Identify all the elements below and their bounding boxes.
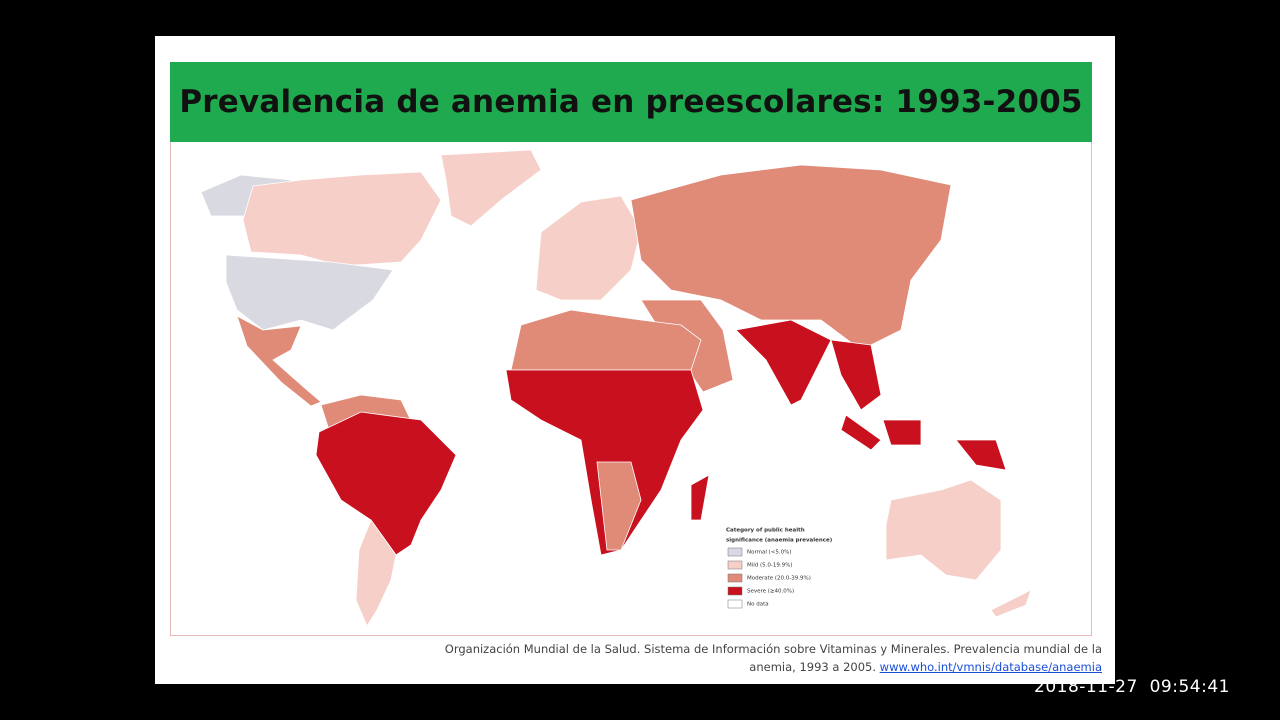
southeast-asia [830,339,882,411]
greenland [440,149,542,227]
citation: Organización Mundial de la Salud. Sistem… [342,640,1102,676]
timestamp: 2018-11-27 09:54:41 [1034,677,1230,697]
australia [885,479,1002,581]
citation-line: anemia, 1993 a 2005. www.who.int/vmnis/d… [342,658,1102,676]
map-frame: Category of public health significance (… [170,142,1092,636]
legend-swatch [727,586,743,596]
legend-swatch [727,599,743,609]
legend-label: No data [747,602,769,608]
legend-label: Normal (<5.0%) [747,550,792,556]
legend-swatch [727,547,743,557]
india [735,319,832,406]
legend-label: Mild (5.0-19.9%) [747,563,793,569]
legend-label: Severe (≥40.0%) [747,589,794,595]
canada [242,171,442,267]
new-guinea [955,439,1007,471]
citation-text: anemia, 1993 a 2005. [749,660,877,674]
legend-title: Category of public health [726,528,805,534]
legend-swatch [727,560,743,570]
citation-line: Organización Mundial de la Salud. Sistem… [444,642,1102,656]
southern-cone [355,519,397,627]
legend-swatch [727,573,743,583]
sumatra [840,414,882,451]
citation-link[interactable]: www.who.int/vmnis/database/anaemia [879,660,1102,674]
title-bar: Prevalencia de anemia en preescolares: 1… [170,62,1092,142]
world-map: Category of public health significance (… [200,149,1032,627]
south-america [315,411,457,556]
slide-title: Prevalencia de anemia en preescolares: 1… [179,84,1083,120]
new-zealand [990,589,1032,618]
slide: Prevalencia de anemia en preescolares: 1… [155,36,1115,684]
usa [225,254,394,331]
madagascar [690,474,710,521]
legend: Category of public health significance (… [726,528,833,609]
europe [535,195,642,301]
legend-label: Moderate (20.0-39.9%) [747,576,811,582]
borneo [882,419,922,446]
legend-title: significance (anaemia prevalence) [726,538,833,544]
southern-africa [596,461,642,551]
russia-asia [630,164,952,351]
central-america [236,315,322,407]
